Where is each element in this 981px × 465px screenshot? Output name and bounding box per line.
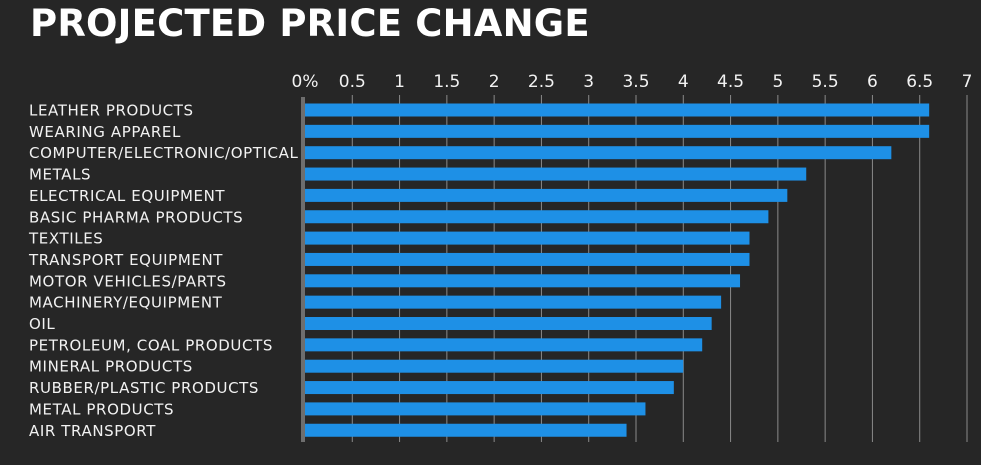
x-tick-label: 4.5 — [717, 72, 744, 92]
x-tick-label: 2 — [489, 72, 500, 92]
category-label: WEARING APPAREL — [29, 123, 181, 141]
category-label: MACHINERY/EQUIPMENT — [29, 294, 223, 312]
bar — [305, 317, 712, 330]
category-label: MINERAL PRODUCTS — [29, 358, 193, 376]
category-label: TRANSPORT EQUIPMENT — [28, 251, 223, 269]
x-tick-label: 5.5 — [812, 72, 839, 92]
y-axis-line — [301, 97, 305, 442]
x-tick-label: 0% — [292, 72, 319, 92]
x-tick-label: 5 — [772, 72, 783, 92]
category-labels: LEATHER PRODUCTS WEARING APPAREL COMPUTER/… — [28, 102, 298, 440]
category-label: METAL PRODUCTS — [29, 400, 174, 418]
x-tick-label: 3 — [583, 72, 594, 92]
bar — [305, 274, 741, 288]
bar — [305, 103, 930, 117]
x-tick-label: 1 — [394, 72, 405, 92]
x-tick-label: 0.5 — [339, 72, 366, 92]
category-label: AIR TRANSPORT — [29, 422, 156, 440]
x-tick-label: 7 — [962, 72, 973, 92]
x-tick-label: 2.5 — [528, 72, 555, 92]
bar — [305, 210, 769, 224]
x-tick-label: 1.5 — [433, 72, 460, 92]
x-tick-label: 3.5 — [622, 72, 649, 92]
x-tick-label: 6.5 — [906, 72, 933, 92]
x-tick-label: 4 — [678, 72, 689, 92]
category-label: BASIC PHARMA PRODUCTS — [29, 208, 243, 226]
bar — [305, 402, 646, 416]
bar — [305, 167, 807, 181]
category-label: PETROLEUM, COAL PRODUCTS — [29, 336, 273, 354]
category-label: ELECTRICAL EQUIPMENT — [29, 187, 225, 205]
bar — [305, 188, 788, 202]
bar — [305, 359, 684, 373]
category-label: OIL — [29, 315, 55, 333]
bar — [305, 124, 930, 138]
bar — [305, 252, 750, 266]
bars — [305, 103, 930, 437]
bar — [305, 231, 750, 245]
bar — [305, 423, 627, 437]
category-label: RUBBER/PLASTIC PRODUCTS — [29, 379, 259, 397]
bar — [305, 338, 703, 352]
category-label: MOTOR VEHICLES/PARTS — [29, 272, 227, 290]
bar — [305, 381, 674, 395]
bar — [305, 146, 892, 160]
category-label: LEATHER PRODUCTS — [29, 102, 194, 120]
x-axis-ticks: 0% 0.5 1 1.5 2 2.5 3 3.5 4 4.5 5 5.5 6 6.5 7 — [292, 72, 973, 92]
bar — [305, 295, 722, 309]
category-label: COMPUTER/ELECTRONIC/OPTICAL — [29, 144, 298, 162]
x-tick-label: 6 — [867, 72, 878, 92]
chart-title: PROJECTED PRICE CHANGE — [30, 2, 590, 45]
category-label: METALS — [29, 166, 91, 184]
category-label: TEXTILES — [28, 230, 103, 248]
